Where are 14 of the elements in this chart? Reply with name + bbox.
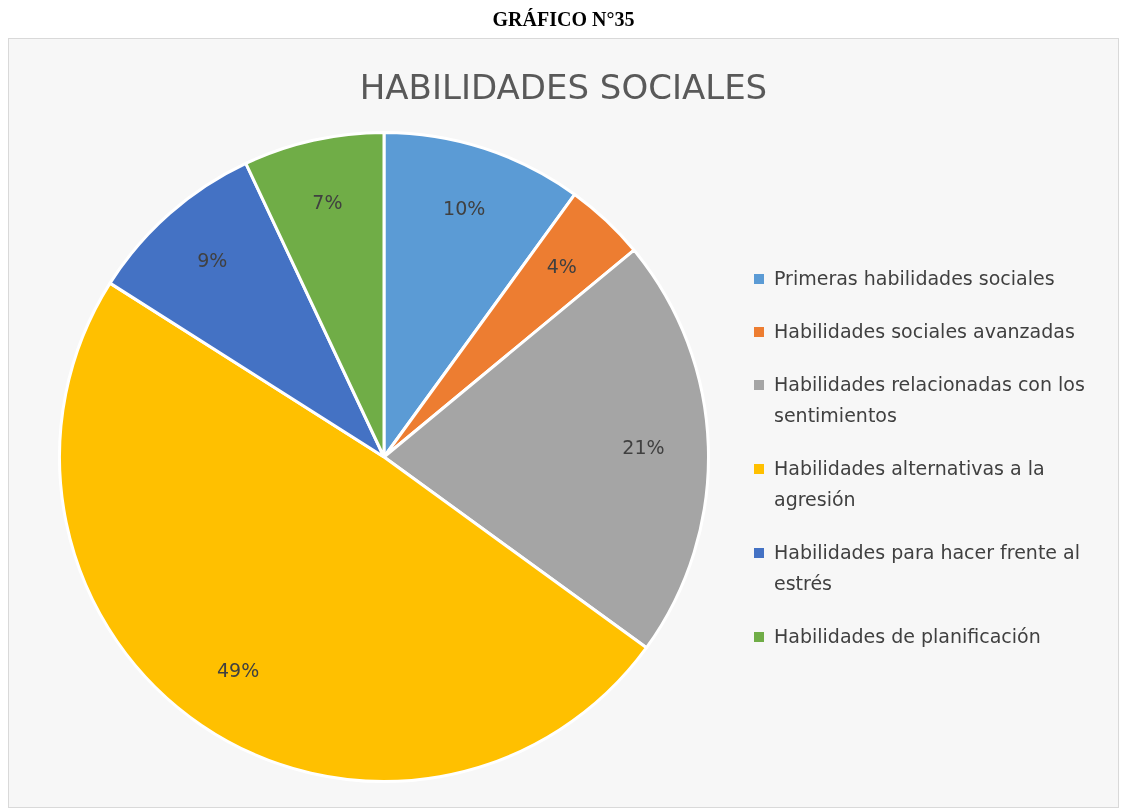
data-label: 9% (197, 249, 228, 272)
data-label: 10% (443, 197, 486, 220)
data-label: 7% (312, 190, 343, 213)
data-label: 49% (216, 658, 260, 681)
chart-title: GRÁFICO N°35 (491, 8, 636, 32)
legend-label: Primeras habilidades sociales (774, 265, 1055, 291)
chart-subtitle: HABILIDADES SOCIALES (358, 66, 769, 109)
legend-label: Habilidades sociales avanzadas (774, 318, 1075, 344)
legend-label: Habilidades relacionadas con los sentimientos (774, 371, 1086, 428)
legend-label: Habilidades alternativas a la agresión (774, 455, 1046, 512)
legend-label: Habilidades para hacer frente al estrés (774, 539, 1081, 596)
legend-label: Habilidades de planificación (774, 623, 1041, 649)
data-label: 21% (622, 435, 665, 458)
data-label: 4% (546, 254, 577, 277)
